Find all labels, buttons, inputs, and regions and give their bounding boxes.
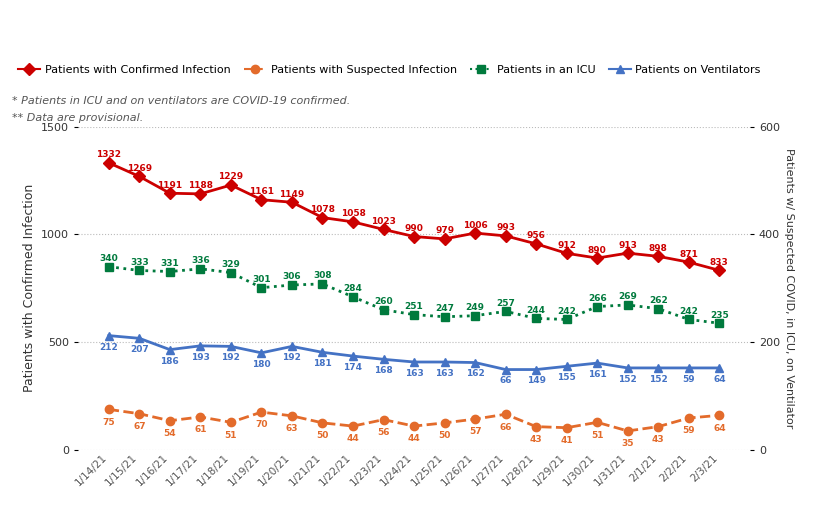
Text: 168: 168	[374, 366, 393, 375]
Text: 979: 979	[435, 226, 454, 235]
Text: 192: 192	[222, 353, 241, 362]
Text: 1161: 1161	[249, 187, 274, 196]
Text: 35: 35	[621, 439, 634, 448]
Text: 1149: 1149	[279, 190, 305, 199]
Text: 1023: 1023	[371, 217, 396, 226]
Text: 1058: 1058	[340, 209, 366, 218]
Text: 912: 912	[557, 241, 576, 250]
Text: 890: 890	[588, 246, 606, 254]
Text: 152: 152	[618, 375, 637, 384]
Text: 59: 59	[682, 375, 695, 384]
Text: 306: 306	[283, 272, 302, 281]
Text: 162: 162	[466, 370, 485, 378]
Text: 871: 871	[679, 250, 698, 258]
Text: 898: 898	[648, 244, 667, 253]
Text: COVID-19 Hospitalizations Reported by MS Hospitals, 1/14/21-2/3/21 *,**: COVID-19 Hospitalizations Reported by MS…	[10, 29, 666, 44]
Text: 212: 212	[100, 342, 118, 352]
Text: 244: 244	[527, 306, 545, 315]
Text: 993: 993	[496, 223, 515, 232]
Text: * Patients in ICU and on ventilators are COVID-19 confirmed.: * Patients in ICU and on ventilators are…	[12, 96, 349, 106]
Text: 180: 180	[252, 360, 271, 369]
Text: 329: 329	[222, 260, 241, 269]
Text: 59: 59	[682, 427, 695, 435]
Text: 235: 235	[710, 311, 728, 320]
Text: 54: 54	[163, 429, 176, 438]
Text: 64: 64	[713, 423, 726, 433]
Text: 336: 336	[191, 256, 210, 265]
Text: 163: 163	[405, 369, 424, 378]
Text: 43: 43	[530, 435, 542, 444]
Y-axis label: Patients w/ Suspected COVID, in ICU, on Ventilator: Patients w/ Suspected COVID, in ICU, on …	[784, 148, 794, 429]
Text: 43: 43	[652, 435, 665, 444]
Text: 51: 51	[225, 431, 237, 439]
Text: 152: 152	[648, 375, 667, 384]
Text: 1191: 1191	[157, 180, 182, 190]
Text: 61: 61	[194, 425, 207, 434]
Text: 66: 66	[499, 422, 512, 432]
Text: ** Data are provisional.: ** Data are provisional.	[12, 113, 143, 123]
Text: 207: 207	[130, 345, 148, 354]
Text: 333: 333	[130, 258, 148, 267]
Text: 242: 242	[557, 307, 576, 316]
Text: 1078: 1078	[310, 205, 335, 214]
Text: 242: 242	[679, 307, 698, 316]
Text: 75: 75	[102, 418, 115, 427]
Text: 262: 262	[648, 296, 667, 305]
Text: 181: 181	[313, 359, 332, 368]
Text: 956: 956	[527, 231, 545, 240]
Text: 50: 50	[438, 431, 451, 440]
Text: 57: 57	[469, 428, 481, 436]
Text: 44: 44	[408, 434, 420, 444]
Text: 269: 269	[618, 293, 637, 301]
Text: 56: 56	[377, 428, 390, 437]
Text: 340: 340	[100, 254, 118, 263]
Text: 186: 186	[161, 357, 180, 366]
Text: 149: 149	[527, 376, 545, 386]
Text: 67: 67	[133, 422, 146, 431]
Text: 266: 266	[588, 294, 606, 303]
Text: 41: 41	[560, 436, 573, 445]
Y-axis label: Patients with Confirmed Infection: Patients with Confirmed Infection	[23, 184, 35, 392]
Text: 260: 260	[374, 297, 393, 306]
Text: 301: 301	[252, 275, 271, 284]
Text: 331: 331	[161, 259, 180, 268]
Text: 308: 308	[313, 271, 332, 280]
Text: 833: 833	[710, 258, 728, 267]
Text: 284: 284	[344, 284, 363, 293]
Text: 66: 66	[499, 376, 512, 386]
Text: 63: 63	[286, 424, 298, 433]
Text: 50: 50	[316, 431, 329, 440]
Text: 247: 247	[435, 304, 454, 313]
Text: 161: 161	[588, 370, 606, 379]
Text: 193: 193	[191, 353, 210, 362]
Text: 64: 64	[713, 375, 726, 384]
Text: 1269: 1269	[127, 164, 152, 173]
Text: 1006: 1006	[463, 221, 488, 230]
Text: 174: 174	[344, 363, 363, 372]
Text: 913: 913	[618, 240, 637, 250]
Text: 251: 251	[405, 302, 424, 311]
Text: 257: 257	[496, 299, 515, 308]
Text: 249: 249	[466, 303, 485, 312]
Text: 990: 990	[405, 224, 424, 233]
Text: 1332: 1332	[96, 150, 121, 159]
Text: 44: 44	[347, 434, 359, 444]
Text: 1188: 1188	[188, 181, 213, 190]
Text: 70: 70	[255, 420, 268, 430]
Text: 1229: 1229	[218, 173, 243, 181]
Legend: Patients with Confirmed Infection, Patients with Suspected Infection, Patients i: Patients with Confirmed Infection, Patie…	[14, 61, 765, 80]
Text: 155: 155	[557, 373, 576, 382]
Text: 163: 163	[435, 369, 454, 378]
Text: 192: 192	[283, 353, 302, 362]
Text: 51: 51	[591, 431, 603, 439]
